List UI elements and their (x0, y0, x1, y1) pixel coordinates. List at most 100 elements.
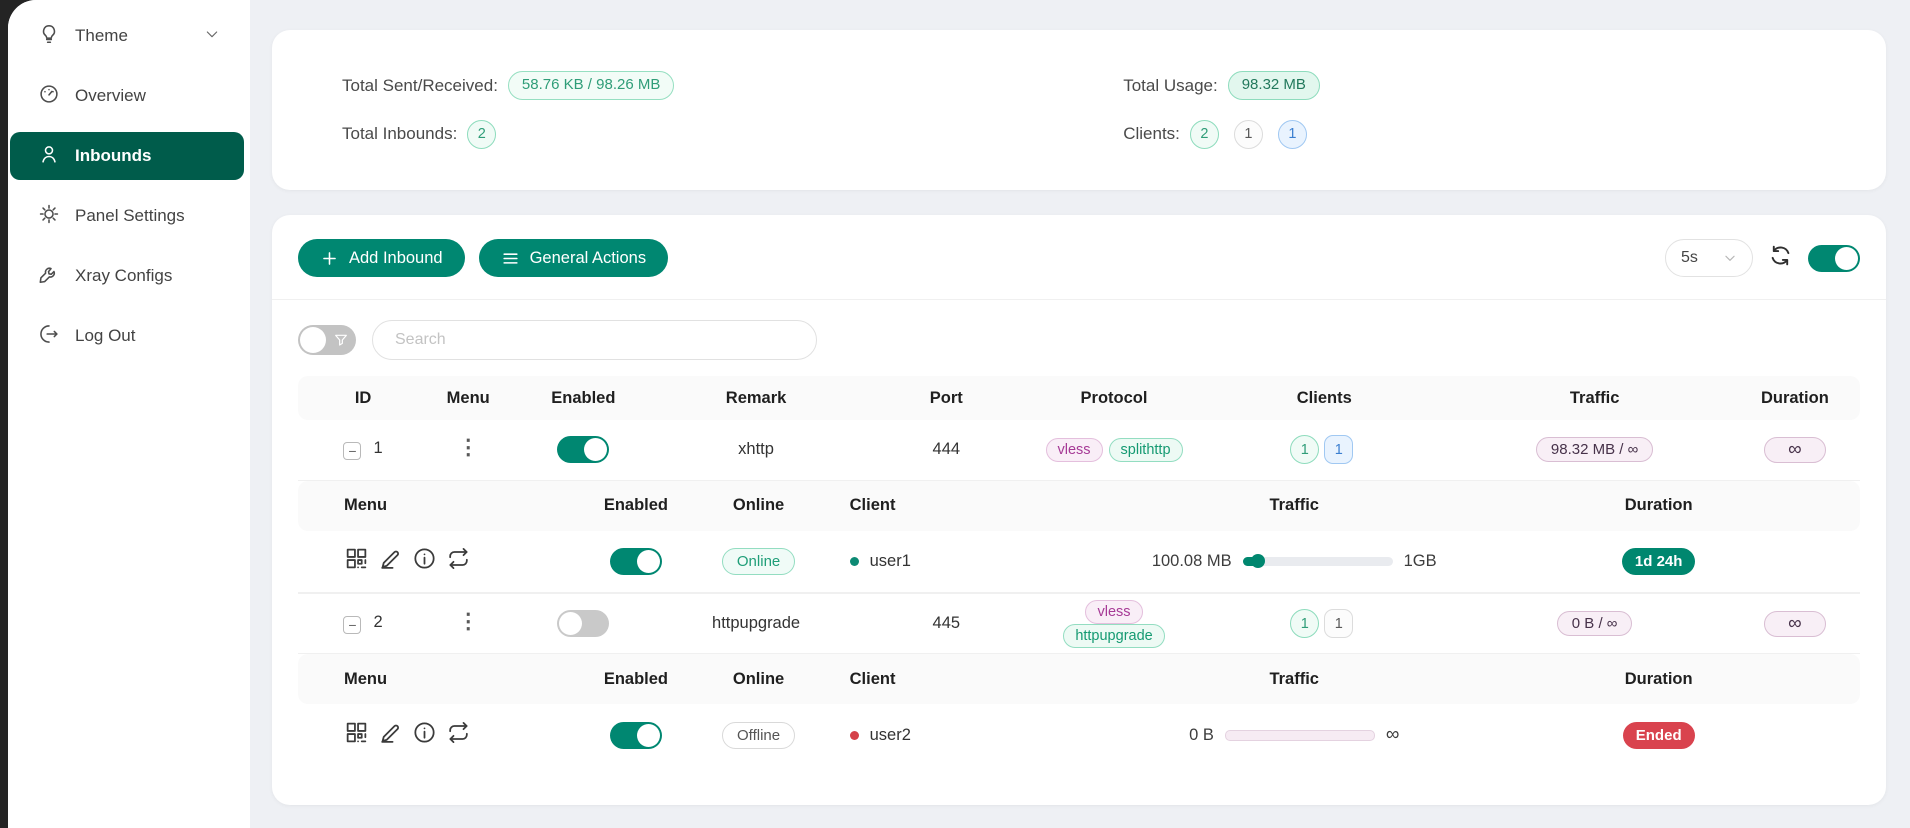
row-menu-button[interactable]: ⋮ (457, 610, 479, 633)
subcol-duration: Duration (1529, 480, 1788, 531)
edit-icon[interactable] (378, 546, 403, 571)
client-enabled-toggle[interactable] (609, 547, 662, 575)
collapse-row-button[interactable]: − (343, 442, 362, 461)
reset-traffic-icon[interactable] (446, 546, 471, 571)
chevron-down-icon (204, 26, 220, 47)
traffic-progress-bar (1224, 729, 1375, 741)
sidebar-item-inbounds[interactable]: Inbounds (10, 132, 244, 180)
refresh-interval-value: 5s (1681, 249, 1698, 266)
subcol-enabled: Enabled (558, 654, 714, 704)
total-inbounds-badge: 2 (467, 119, 497, 149)
edit-icon[interactable] (378, 720, 403, 745)
inbound-enabled-toggle[interactable] (557, 610, 610, 637)
reset-traffic-icon[interactable] (446, 720, 471, 745)
qr-code-icon[interactable] (344, 546, 369, 571)
sidebar-item-theme[interactable]: Theme (10, 12, 244, 60)
toolbar-right: 5s (1665, 239, 1860, 277)
traffic-limit: 1GB (1403, 551, 1437, 570)
subcol-enabled: Enabled (558, 480, 714, 531)
sidebar-item-label: Inbounds (75, 146, 152, 165)
transport-tag: httpupgrade (1063, 623, 1165, 648)
sidebar-item-panel-settings[interactable]: Panel Settings (10, 192, 244, 240)
subcol-traffic: Traffic (1058, 654, 1530, 704)
funnel-icon (335, 334, 347, 346)
filter-toggle[interactable] (298, 325, 356, 355)
sidebar-item-xray-configs[interactable]: Xray Configs (10, 252, 244, 300)
inbound-port: 445 (853, 593, 1039, 654)
row-menu-button[interactable]: ⋮ (457, 436, 479, 460)
dashboard-icon (38, 83, 60, 110)
col-header-menu: Menu (428, 376, 509, 420)
auto-refresh-toggle[interactable] (1808, 244, 1860, 272)
search-input[interactable] (372, 320, 817, 360)
client-status-dot (849, 730, 859, 740)
stats-card: Total Sent/Received: 58.76 KB / 98.26 MB… (272, 30, 1886, 190)
client-traffic: 100.08 MB 1GB (1152, 552, 1437, 571)
col-header-remark: Remark (658, 376, 854, 420)
main-content: Total Sent/Received: 58.76 KB / 98.26 MB… (250, 0, 1910, 828)
inbound-port: 444 (853, 420, 1039, 481)
inbound-enabled-toggle[interactable] (557, 436, 610, 464)
refresh-interval-select[interactable]: 5s (1665, 239, 1753, 277)
inbound-remark: xhttp (658, 420, 854, 481)
protocol-tag: vless (1045, 437, 1103, 462)
info-icon[interactable] (412, 720, 437, 745)
subcol-client: Client (803, 654, 1059, 704)
bulb-icon (38, 23, 60, 50)
col-header-duration: Duration (1729, 376, 1860, 420)
client-enabled-toggle[interactable] (609, 721, 662, 749)
clients-count-badge: 2 (1189, 119, 1219, 149)
sidebar-item-overview[interactable]: Overview (10, 72, 244, 120)
info-icon[interactable] (412, 546, 437, 571)
col-header-clients: Clients (1189, 376, 1460, 420)
stat-clients: Clients: 2 1 1 (1123, 119, 1816, 149)
client-count-badge: 1 (1290, 609, 1320, 638)
table-header-row: ID Menu Enabled Remark Port Protocol Cli… (298, 376, 1860, 420)
client-count-badge: 1 (1324, 609, 1354, 638)
col-header-traffic: Traffic (1459, 376, 1730, 420)
plus-icon (323, 251, 336, 265)
refresh-icon (1771, 245, 1790, 266)
stat-label: Total Sent/Received: (342, 75, 498, 95)
col-header-id: ID (298, 376, 429, 420)
sidebar-item-label: Overview (75, 86, 146, 105)
total-usage-badge: 98.32 MB (1227, 71, 1320, 100)
chevron-down-icon (1725, 255, 1735, 261)
client-row: Offline user2 0 B ∞ (298, 704, 1860, 766)
subcol-client: Client (803, 480, 1059, 531)
sidebar-item-logout[interactable]: Log Out (10, 312, 244, 360)
col-header-enabled: Enabled (508, 376, 659, 420)
client-duration-badge: 1d 24h (1621, 547, 1696, 575)
sidebar: Theme Overview Inbounds Panel Settings X… (8, 0, 250, 828)
inbounds-panel: Add Inbound General Actions 5s (272, 215, 1886, 805)
inbounds-table: ID Menu Enabled Remark Port Protocol Cli… (298, 376, 1860, 766)
client-traffic: 0 B ∞ (1189, 724, 1399, 746)
subcol-menu: Menu (298, 480, 559, 531)
general-actions-button[interactable]: General Actions (478, 239, 669, 277)
qr-code-icon[interactable] (344, 720, 369, 745)
add-inbound-button[interactable]: Add Inbound (298, 239, 465, 277)
clients-count-badge: 1 (1277, 119, 1307, 149)
online-status-badge: Offline (722, 721, 796, 749)
stat-total-sent-received: Total Sent/Received: 58.76 KB / 98.26 MB (342, 71, 1123, 100)
inbound-id: 1 (373, 439, 383, 458)
refresh-button[interactable] (1769, 244, 1792, 272)
subcol-online: Online (713, 480, 804, 531)
app-shell: Theme Overview Inbounds Panel Settings X… (8, 0, 1910, 828)
inbounds-table-wrap: ID Menu Enabled Remark Port Protocol Cli… (272, 370, 1886, 766)
client-name: user1 (869, 551, 911, 570)
stat-total-inbounds: Total Inbounds: 2 (342, 119, 1123, 149)
collapse-row-button[interactable]: − (343, 616, 362, 634)
wrench-icon (38, 263, 60, 290)
inbound-id: 2 (373, 613, 383, 631)
traffic-badge: 0 B / ∞ (1556, 611, 1633, 636)
sidebar-item-label: Log Out (75, 326, 136, 345)
stat-label: Total Inbounds: (342, 124, 458, 144)
stat-label: Clients: (1123, 124, 1180, 144)
stat-label: Total Usage: (1123, 75, 1218, 95)
transport-tag: splithttp (1108, 437, 1183, 462)
protocol-tag: vless (1085, 599, 1143, 624)
traffic-badge: 98.32 MB / ∞ (1535, 437, 1654, 463)
